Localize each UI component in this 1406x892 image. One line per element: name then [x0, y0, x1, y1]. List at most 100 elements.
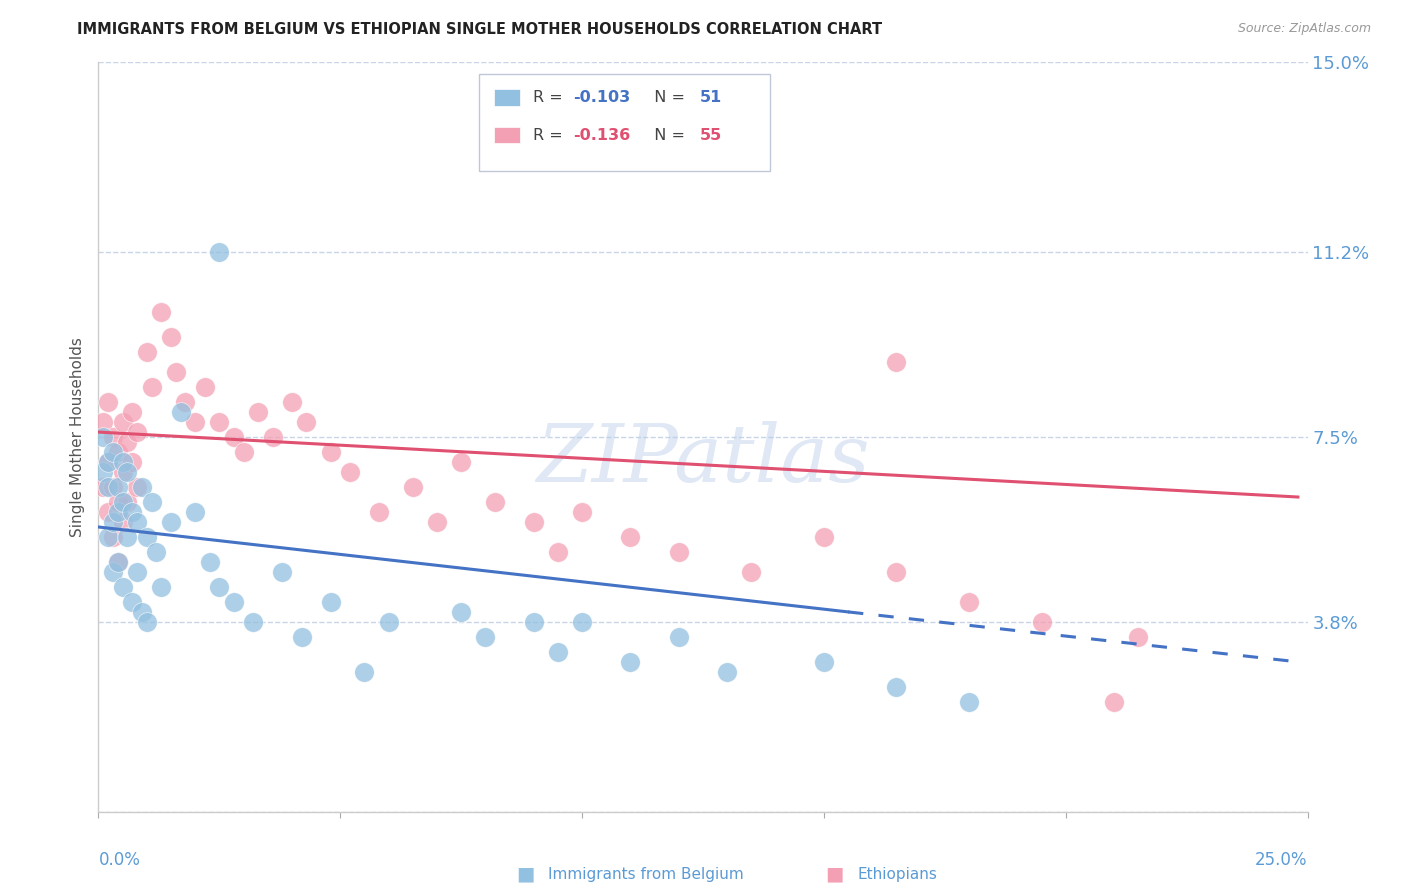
Text: Immigrants from Belgium: Immigrants from Belgium — [548, 867, 744, 881]
Point — [117, 465, 139, 479]
Point — [174, 395, 197, 409]
Point — [716, 665, 738, 679]
Point — [121, 505, 143, 519]
Point — [319, 445, 342, 459]
Point — [111, 495, 134, 509]
Point — [222, 595, 245, 609]
Point — [194, 380, 217, 394]
Text: N =: N = — [644, 90, 690, 105]
Point — [339, 465, 361, 479]
Point — [547, 645, 569, 659]
Text: IMMIGRANTS FROM BELGIUM VS ETHIOPIAN SINGLE MOTHER HOUSEHOLDS CORRELATION CHART: IMMIGRANTS FROM BELGIUM VS ETHIOPIAN SIN… — [77, 22, 883, 37]
Point — [295, 415, 318, 429]
Point — [886, 680, 908, 694]
Text: R =: R = — [533, 90, 568, 105]
Point — [97, 530, 120, 544]
Point — [165, 365, 187, 379]
FancyBboxPatch shape — [479, 74, 769, 171]
Point — [368, 505, 391, 519]
Point — [97, 395, 120, 409]
Point — [91, 465, 114, 479]
Point — [619, 655, 641, 669]
Text: Source: ZipAtlas.com: Source: ZipAtlas.com — [1237, 22, 1371, 36]
Point — [160, 515, 183, 529]
Point — [101, 515, 124, 529]
Point — [222, 430, 245, 444]
Point — [121, 455, 143, 469]
Point — [107, 555, 129, 569]
Point — [101, 565, 124, 579]
Text: N =: N = — [644, 128, 690, 143]
Point — [474, 630, 496, 644]
Point — [150, 580, 173, 594]
Point — [426, 515, 449, 529]
Text: Ethiopians: Ethiopians — [858, 867, 938, 881]
Point — [131, 480, 153, 494]
Point — [135, 530, 157, 544]
Point — [145, 545, 167, 559]
Text: -0.103: -0.103 — [574, 90, 631, 105]
Point — [1031, 615, 1053, 629]
Point — [101, 480, 124, 494]
Point — [886, 355, 908, 369]
Text: -0.136: -0.136 — [574, 128, 631, 143]
Point — [111, 465, 134, 479]
Point — [101, 445, 124, 459]
Point — [377, 615, 399, 629]
Point — [402, 480, 425, 494]
Point — [271, 565, 294, 579]
Point — [97, 455, 120, 469]
Point — [117, 530, 139, 544]
Point — [484, 495, 506, 509]
Point — [450, 605, 472, 619]
Point — [232, 445, 254, 459]
Point — [91, 430, 114, 444]
Point — [319, 595, 342, 609]
Text: 25.0%: 25.0% — [1256, 851, 1308, 869]
Point — [523, 615, 546, 629]
Point — [1128, 630, 1150, 644]
Point — [547, 545, 569, 559]
Point — [262, 430, 284, 444]
Point — [107, 555, 129, 569]
Point — [813, 530, 835, 544]
Point — [813, 655, 835, 669]
Point — [668, 630, 690, 644]
Point — [111, 415, 134, 429]
Point — [111, 580, 134, 594]
Point — [242, 615, 264, 629]
FancyBboxPatch shape — [494, 127, 520, 144]
Point — [101, 530, 124, 544]
Point — [127, 565, 149, 579]
Point — [1102, 695, 1125, 709]
Point — [184, 415, 207, 429]
Point — [169, 405, 191, 419]
Point — [184, 505, 207, 519]
Text: 0.0%: 0.0% — [98, 851, 141, 869]
Point — [957, 695, 980, 709]
Point — [450, 455, 472, 469]
Text: 55: 55 — [699, 128, 721, 143]
Text: R =: R = — [533, 128, 568, 143]
Text: ZIPatlas: ZIPatlas — [536, 421, 870, 499]
Point — [957, 595, 980, 609]
Point — [107, 495, 129, 509]
FancyBboxPatch shape — [494, 89, 520, 106]
Point — [91, 480, 114, 494]
Point — [208, 415, 231, 429]
Point — [523, 515, 546, 529]
Point — [353, 665, 375, 679]
Point — [160, 330, 183, 344]
Text: ■: ■ — [516, 864, 534, 884]
Point — [290, 630, 312, 644]
Point — [97, 455, 120, 469]
Point — [107, 445, 129, 459]
Point — [198, 555, 221, 569]
Point — [101, 430, 124, 444]
Point — [107, 480, 129, 494]
Point — [668, 545, 690, 559]
Point — [208, 580, 231, 594]
Point — [571, 615, 593, 629]
Text: 51: 51 — [699, 90, 721, 105]
Point — [127, 480, 149, 494]
